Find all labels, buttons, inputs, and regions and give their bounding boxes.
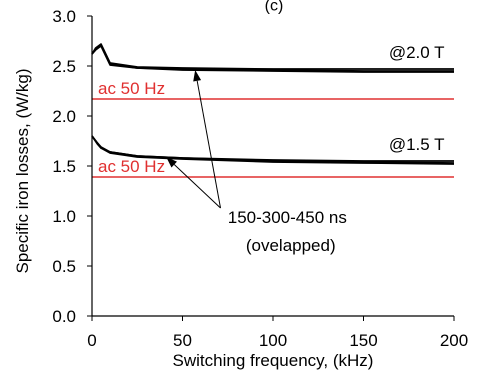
annotation-1-5t-label: @1.5 T (389, 135, 445, 154)
arrow-head (193, 70, 202, 82)
annotation-pulse-widths: 150-300-450 ns (228, 208, 347, 227)
x-tick-label: 200 (440, 331, 468, 350)
y-tick-label: 1.5 (52, 157, 76, 176)
annotation-arrow (196, 80, 222, 209)
y-tick-label: 2.5 (52, 57, 76, 76)
y-axis-title: Specific iron losses, (W/kg) (13, 69, 32, 274)
ac-50hz-label: ac 50 Hz (98, 79, 165, 98)
chart-title: (c) (265, 0, 284, 15)
y-tick-label: 0.0 (52, 307, 76, 326)
arrow-head (166, 157, 177, 168)
ac-50hz-label: ac 50 Hz (98, 157, 165, 176)
loss-curve-line (91, 45, 454, 73)
annotation-2t-label: @2.0 T (389, 43, 445, 62)
loss-curve-line (91, 135, 455, 165)
x-tick-label: 100 (259, 331, 287, 350)
y-tick-label: 0.5 (52, 257, 76, 276)
y-tick-label: 2.0 (52, 107, 76, 126)
x-tick-label: 0 (87, 331, 96, 350)
x-tick-label: 50 (173, 331, 192, 350)
annotation-overlapped: (ovelapped) (246, 236, 336, 255)
annotation-arrow (173, 164, 221, 209)
x-axis-title: Switching frequency, (kHz) (173, 351, 374, 370)
x-tick-label: 150 (349, 331, 377, 350)
y-tick-label: 1.0 (52, 207, 76, 226)
y-tick-label: 3.0 (52, 7, 76, 26)
